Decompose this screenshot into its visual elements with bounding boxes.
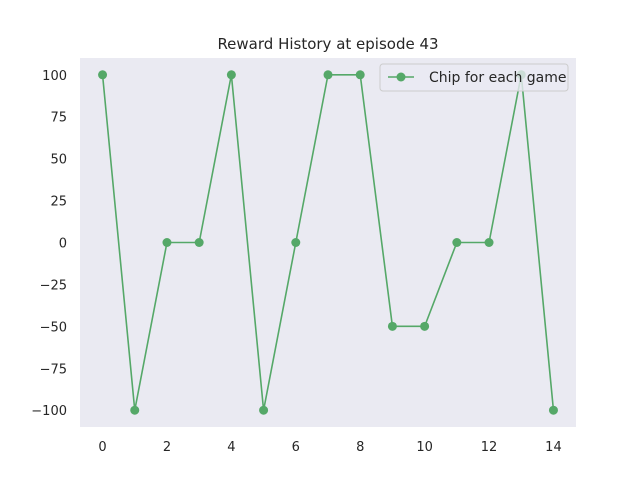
y-tick-label: −25 — [40, 278, 67, 293]
x-tick-label: 10 — [416, 440, 433, 455]
y-tick-label: 75 — [50, 111, 67, 126]
data-point — [194, 238, 204, 247]
x-tick-label: 2 — [163, 440, 171, 455]
data-point — [548, 405, 558, 415]
data-point — [98, 70, 108, 80]
x-axis-ticks: 0 2 4 6 8 10 12 14 — [98, 440, 561, 455]
x-tick-label: 8 — [356, 440, 364, 455]
data-point — [484, 238, 494, 247]
chart-title: Reward History at episode 43 — [217, 35, 438, 53]
data-point — [291, 238, 301, 247]
data-point — [323, 70, 333, 80]
plot-area — [80, 58, 576, 427]
y-tick-label: 50 — [50, 153, 67, 168]
legend: Chip for each game — [379, 63, 569, 92]
data-point — [259, 405, 269, 415]
y-tick-label: 25 — [50, 195, 67, 210]
x-tick-label: 12 — [481, 440, 498, 455]
y-tick-label: −75 — [40, 362, 67, 377]
data-point — [452, 238, 462, 247]
y-tick-label: 100 — [42, 69, 67, 84]
data-point — [226, 70, 236, 80]
x-tick-label: 14 — [545, 440, 562, 455]
y-tick-label: −50 — [40, 320, 67, 335]
data-point — [130, 405, 140, 415]
data-point — [162, 238, 172, 247]
x-tick-label: 4 — [227, 440, 235, 455]
x-tick-label: 0 — [98, 440, 106, 455]
legend-box — [379, 63, 569, 92]
data-point — [420, 321, 430, 331]
x-tick-label: 6 — [292, 440, 300, 455]
y-tick-label: 0 — [59, 237, 67, 252]
y-tick-label: −100 — [31, 404, 67, 419]
legend-marker-swatch — [396, 72, 406, 82]
data-point — [355, 70, 365, 80]
legend-label: Chip for each game — [429, 70, 567, 86]
data-point — [387, 321, 397, 331]
y-axis-ticks: 100 75 50 25 0 −25 −50 −75 −100 — [31, 69, 67, 419]
